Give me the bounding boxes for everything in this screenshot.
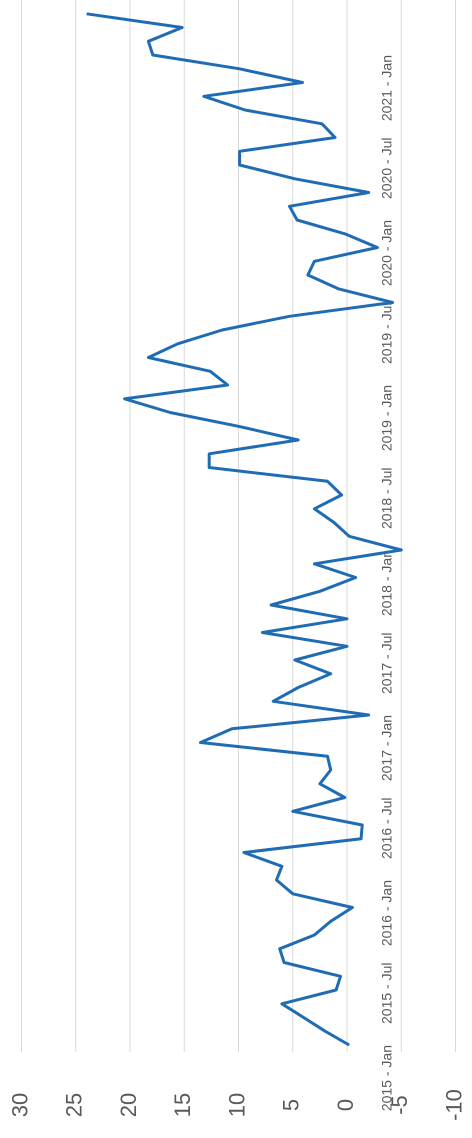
category-label: 2015 - Jan	[379, 1045, 395, 1111]
value-tick-label: 5	[279, 1099, 304, 1111]
value-tick-label: 0	[333, 1099, 358, 1111]
category-label: 2019 - Jan	[379, 385, 395, 451]
value-tick-label: 15	[170, 1093, 195, 1117]
value-tick-label: -5	[387, 1095, 412, 1115]
category-label: 2016 - Jan	[379, 880, 395, 946]
category-label: 2020 - Jan	[379, 220, 395, 286]
category-label: 2019 - Jul	[379, 303, 395, 364]
value-tick-label: -10	[441, 1089, 466, 1121]
category-label: 2018 - Jul	[379, 468, 395, 529]
category-label: 2021 - Jan	[379, 55, 395, 121]
category-label: 2017 - Jul	[379, 633, 395, 694]
data-line	[86, 12, 403, 1047]
value-tick-label: 25	[62, 1093, 87, 1117]
value-tick-label: 30	[7, 1093, 32, 1117]
value-tick-label: 10	[224, 1093, 249, 1117]
value-tick-label: 20	[116, 1093, 141, 1117]
category-label: 2015 - Jul	[379, 963, 395, 1024]
category-label: 2016 - Jul	[379, 798, 395, 859]
category-label: 2018 - Jan	[379, 550, 395, 616]
category-label: 2017 - Jan	[379, 715, 395, 781]
category-label: 2020 - Jul	[379, 138, 395, 199]
